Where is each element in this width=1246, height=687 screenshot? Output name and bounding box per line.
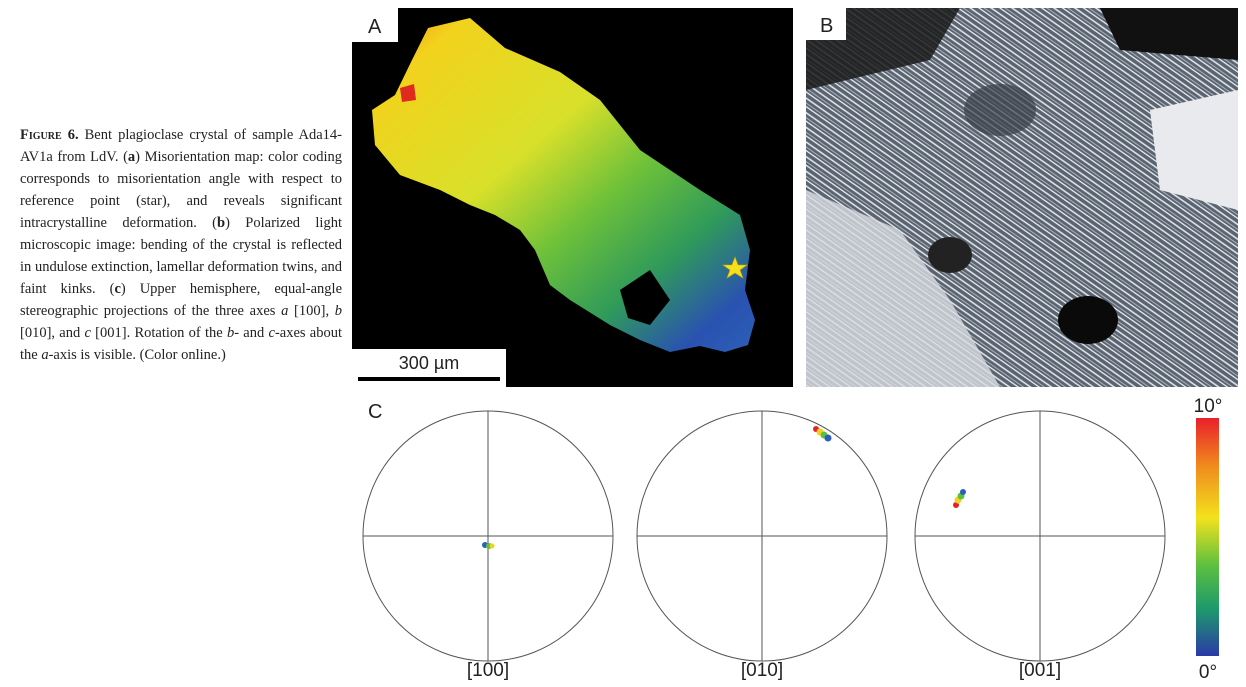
- pole-figures: [363, 411, 1165, 661]
- colorbar: [1196, 418, 1219, 656]
- scale-bar-label: 300 µm: [399, 353, 459, 373]
- grain: [1058, 296, 1118, 344]
- pole-point: [490, 544, 495, 549]
- projection-label: [100]: [467, 660, 509, 681]
- pole-points: [482, 426, 966, 549]
- colorbar-min: 0°: [1199, 662, 1217, 683]
- grain: [928, 237, 972, 273]
- projection-label: [001]: [1019, 660, 1061, 681]
- projection-label: [010]: [741, 660, 783, 681]
- panel-label: C: [368, 401, 382, 423]
- micrograph: [806, 8, 1238, 387]
- colorbar-max: 10°: [1194, 396, 1223, 417]
- panel-label: A: [368, 16, 382, 38]
- page: Figure 6. Bent plagioclase crystal of sa…: [0, 0, 1246, 687]
- panel-label: B: [820, 15, 833, 37]
- figure: A 300 µm B C [100: [0, 0, 1246, 687]
- scale-bar: [358, 377, 500, 381]
- grain: [964, 84, 1036, 136]
- pole-point: [825, 435, 832, 442]
- pole-point: [960, 489, 966, 495]
